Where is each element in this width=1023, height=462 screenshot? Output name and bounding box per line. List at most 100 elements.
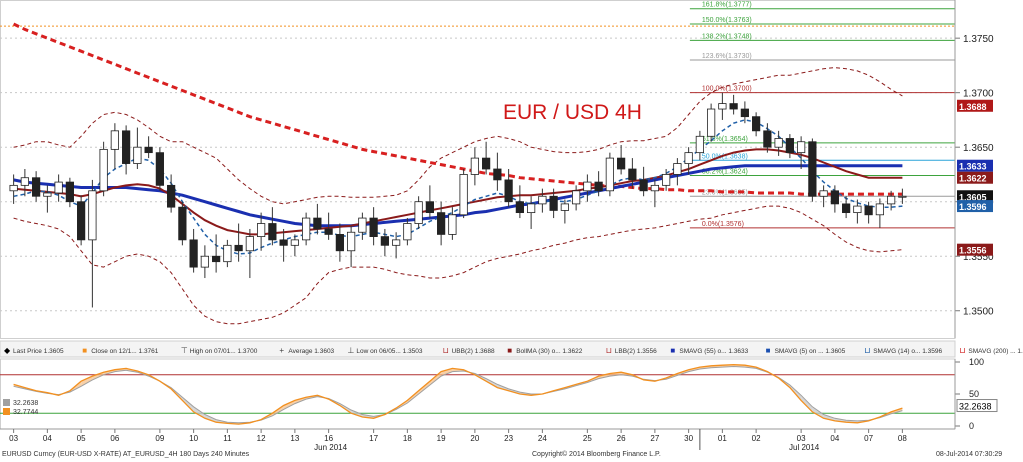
candle-body: [707, 108, 716, 137]
y-tick-label: 1.3550: [963, 252, 994, 263]
candle-body: [729, 103, 738, 110]
candle-body: [110, 130, 119, 150]
osc-histogram-area: [429, 371, 442, 386]
osc-histogram-area: [823, 414, 835, 421]
candle-body: [234, 244, 243, 252]
candle-body: [347, 231, 356, 252]
fib-label: 161.8%(1.3777): [702, 2, 752, 9]
legend-item: High on 07/01... 1.3700: [190, 348, 258, 355]
x-tick-label: 07: [864, 434, 873, 443]
y-tick-label: 1.3500: [963, 307, 994, 318]
candle-body: [560, 203, 569, 211]
osc-value-label: 32.2638: [959, 402, 992, 412]
x-tick-label: 18: [403, 434, 412, 443]
x-tick-label: 19: [437, 434, 446, 443]
candle-body: [639, 179, 648, 192]
legend-item: SMAVG (14) o... 1.3596: [873, 348, 942, 355]
legend-marker: ■: [82, 346, 87, 355]
legend-marker: ■: [766, 346, 771, 355]
legend-bar: [0, 340, 956, 358]
legend-item: BollMA (30) o... 1.3622: [516, 348, 583, 355]
fib-label: 150.0%(1.3763): [702, 17, 752, 24]
x-tick-label: 30: [684, 434, 693, 443]
candle-body: [268, 223, 277, 241]
osc-histogram-area: [801, 395, 813, 412]
candle-body: [437, 212, 446, 235]
bollinger-ma-line: [13, 148, 903, 236]
footer-copyright: Copyright© 2014 Bloomberg Finance L.P.: [532, 451, 661, 458]
osc-histogram-area: [609, 372, 622, 377]
candle-body: [673, 163, 682, 175]
x-tick-label: 27: [650, 434, 659, 443]
month-label: Jul 2014: [789, 443, 820, 452]
time-axis: 03 04 05 06 09 10 11 12 13 16 17 18 19 20 23 24 25 26 27 30…: [0, 428, 955, 452]
y-tick-label: 1.3700: [963, 89, 994, 100]
candle-body: [403, 223, 412, 241]
fib-label: 38.2%(1.3624): [702, 169, 748, 176]
candle-body: [819, 190, 828, 197]
x-tick-label: 08: [898, 434, 907, 443]
fib-label: 61.8%(1.3654): [702, 136, 748, 143]
x-tick-label: 11: [223, 434, 232, 443]
legend-item: Last Price 1.3605: [13, 348, 64, 355]
osc-legend-swatch: [3, 408, 10, 415]
candle-body: [785, 138, 794, 154]
x-tick-label: 20: [470, 434, 479, 443]
candle-body: [605, 157, 614, 192]
osc-tick-label: 0: [969, 421, 974, 431]
osc-legend-item: 32.7744: [13, 409, 38, 416]
osc-value-tag: [956, 399, 998, 413]
candle-body: [875, 203, 884, 216]
x-tick-label: 03: [797, 434, 806, 443]
footer: EURUSD Curncy (EUR-USD X-RATE) AT_EURUSD…: [0, 450, 1023, 462]
candle-body: [392, 239, 401, 246]
price-tag: [957, 99, 993, 112]
osc-histogram-area: [204, 414, 217, 423]
candle-body: [133, 146, 142, 164]
price-tag-label: 1.3688: [959, 102, 987, 112]
chart-title: EUR / USD 4H: [503, 101, 642, 124]
candle-body: [9, 184, 18, 192]
oscillator-panel: 100 50 0 32.2638 32.2638 32.7744: [0, 357, 998, 431]
x-tick-label: 04: [830, 434, 839, 443]
osc-histogram-area: [283, 400, 295, 410]
candle-body: [324, 228, 333, 235]
price-tag-label: 1.3605: [959, 192, 987, 202]
candle-body: [718, 103, 727, 110]
price-axis: 1.37501.37001.36501.36001.35501.35001.36…: [954, 0, 994, 338]
candle-body: [302, 217, 311, 241]
candle-body: [684, 152, 693, 164]
osc-histogram-area: [193, 406, 205, 419]
candle-body: [425, 201, 434, 214]
candle-body: [482, 157, 491, 170]
legend-item: Close on 12/1... 1.3761: [91, 348, 159, 355]
legend-marker: ⊔: [443, 346, 449, 355]
x-tick-label: 17: [369, 434, 378, 443]
legend-item: SMAVG (55) o... 1.3633: [679, 348, 748, 355]
footer-timestamp: 08-Jul-2014 07:30:29: [936, 451, 1003, 458]
legend-item: SMAVG (200) ... 1.3607: [968, 348, 1023, 355]
candle-body: [54, 181, 63, 194]
price-tag: [957, 190, 993, 203]
osc-histogram-area: [92, 372, 104, 380]
legend-marker: ⊥: [347, 346, 354, 355]
candle-body: [538, 195, 547, 205]
osc-legend-swatch: [3, 399, 10, 406]
osc-histogram-area: [351, 410, 363, 418]
legend-marker: ■: [507, 346, 512, 355]
candle-body: [842, 203, 851, 214]
legend-item: UBB(2) 1.3688: [452, 348, 495, 355]
candle-body: [223, 244, 232, 263]
x-tick-label: 12: [257, 434, 266, 443]
legend-marker: ◆: [4, 346, 11, 355]
candle-body: [99, 148, 108, 192]
candle-body: [155, 152, 164, 186]
candle-body: [594, 181, 603, 192]
candle-body: [628, 168, 637, 181]
candlesticks: [9, 92, 907, 308]
candle-body: [279, 239, 288, 246]
candle-body: [77, 201, 86, 241]
fib-label: 123.6%(1.3730): [702, 53, 752, 60]
candle-body: [470, 157, 479, 175]
